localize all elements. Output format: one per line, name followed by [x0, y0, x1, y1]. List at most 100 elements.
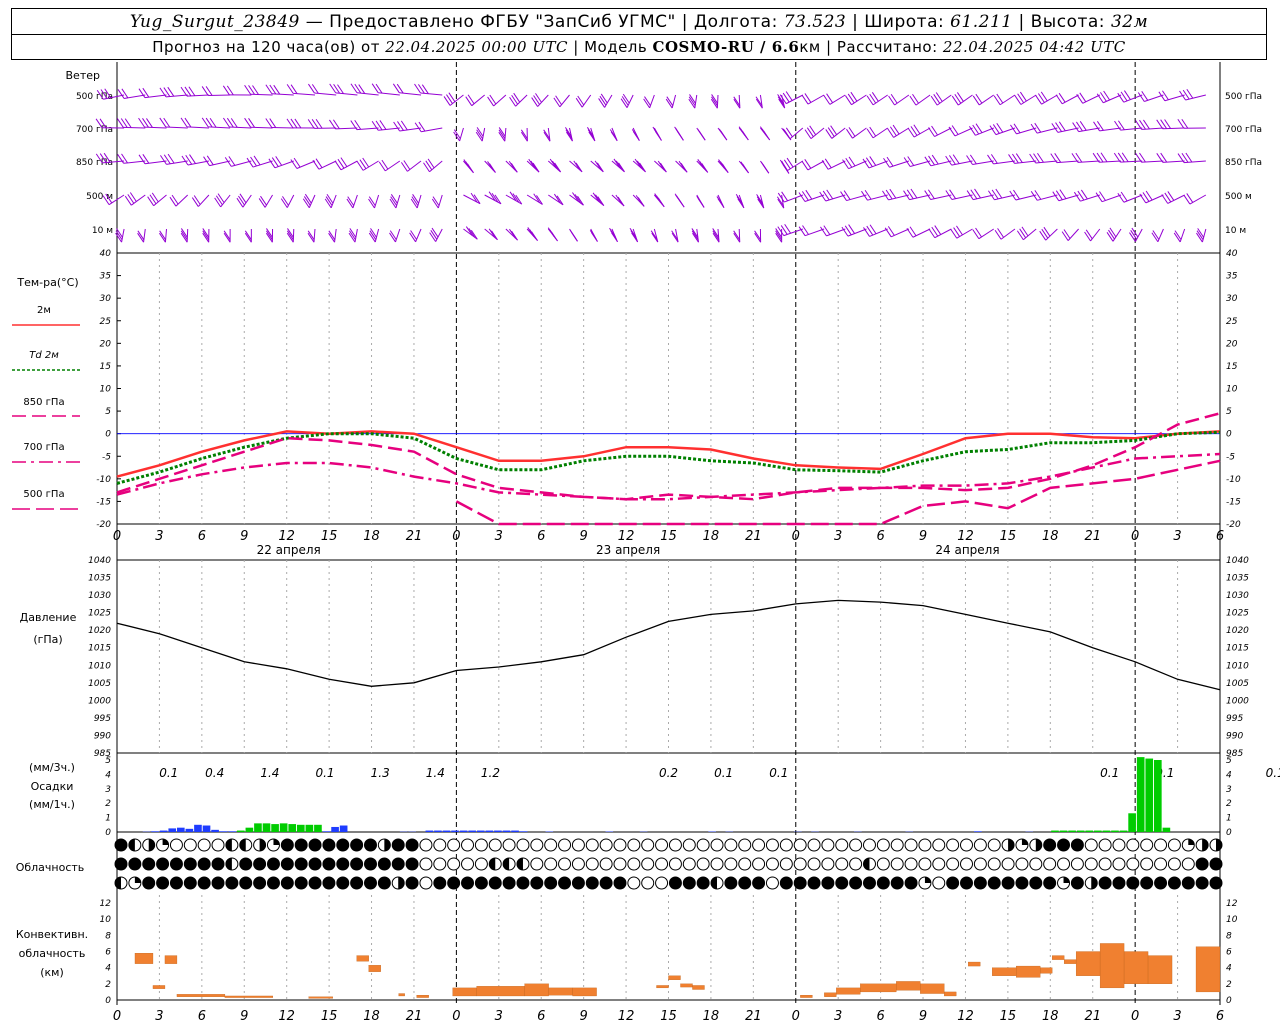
cloud-symbol: [1043, 876, 1057, 890]
wind-barb: [429, 227, 443, 242]
cloud-symbol: [142, 838, 156, 852]
pressure-tick-left: 1040: [88, 556, 111, 566]
wind-barb: [526, 158, 540, 173]
barb-flag: [392, 83, 400, 94]
barb-flag: [1123, 90, 1131, 100]
pressure-tick-right: 1025: [1226, 609, 1249, 619]
wind-level-label-right: 500 м: [1225, 192, 1252, 202]
cloud-circle: [1154, 838, 1168, 852]
wind-barb: [820, 225, 846, 237]
barb-flag: [491, 230, 498, 241]
hour-tick-conv: 3: [834, 1009, 842, 1024]
barb-flag: [596, 162, 604, 173]
barb-flag: [903, 190, 910, 200]
barb-staff: [831, 127, 846, 139]
barb-flag: [286, 232, 294, 243]
barb-staff: [872, 94, 888, 106]
wind-barb: [863, 224, 888, 237]
cloud-circle: [710, 838, 724, 852]
barb-flag: [489, 94, 497, 105]
wind-barb: [308, 83, 337, 96]
wind-barb: [779, 91, 804, 105]
barb-flag: [431, 227, 439, 238]
precip-bar-blue: [339, 825, 348, 832]
barb-flag: [701, 163, 709, 173]
barb-staff: [694, 94, 698, 109]
cloud-symbol: [433, 876, 447, 890]
barb-flag: [636, 160, 644, 171]
barb-staff: [1103, 94, 1122, 104]
cloud-circle: [1195, 857, 1209, 871]
wind-barb: [1183, 193, 1207, 205]
barb-staff: [581, 94, 592, 108]
precip-bar-green: [288, 824, 297, 832]
barb-flag: [994, 229, 1002, 240]
wind-barb: [400, 160, 422, 172]
barb-flag: [783, 159, 791, 170]
cloud-symbol: [169, 838, 183, 852]
cloud-circle: [765, 876, 779, 890]
temp-tick-left: 20: [100, 339, 112, 349]
wind-barb: [169, 194, 189, 207]
barb-flag: [680, 162, 688, 173]
barb-flag: [116, 228, 123, 238]
cloud-circle: [946, 857, 960, 871]
cloud-symbol: [142, 876, 156, 890]
cloud-symbol: [960, 838, 974, 852]
calc-label: | Рассчитано:: [820, 38, 943, 56]
barb-flag: [588, 131, 596, 142]
wind-barb: [102, 193, 125, 206]
wind-barb: [431, 194, 443, 209]
wind-barb: [1009, 189, 1037, 201]
barb-flag: [371, 120, 379, 131]
cloud-half: [1216, 839, 1222, 851]
temp-tick-left: 40: [100, 249, 112, 259]
cloud-circle: [1140, 857, 1154, 871]
barb-flag: [848, 156, 856, 167]
cloud-circle: [932, 857, 946, 871]
barb-staff: [415, 228, 422, 242]
wind-barb: [842, 156, 867, 170]
barb-flag: [476, 127, 484, 137]
barb-flag: [1073, 191, 1081, 202]
cloud-circle: [183, 857, 197, 871]
precip-bar-blue: [185, 828, 194, 832]
cloud-circle: [876, 876, 890, 890]
cloud-circle: [1112, 876, 1126, 890]
cloud-circle: [655, 838, 669, 852]
conv-bar: [224, 995, 274, 998]
cloud-quarter: [273, 839, 280, 845]
barb-flag: [718, 128, 726, 139]
barb-staff: [934, 228, 952, 239]
wind-barb: [463, 192, 481, 205]
hour-tick-temp: 3: [155, 529, 163, 544]
barb-flag: [269, 118, 277, 128]
barb-flag: [1143, 119, 1150, 130]
cloud-title: Облачность: [16, 861, 85, 874]
barb-flag: [1080, 189, 1088, 200]
barb-flag: [737, 198, 745, 209]
barb-flag: [972, 124, 980, 135]
temp-tick-right: -15: [1226, 497, 1241, 507]
wind-barb: [590, 160, 604, 173]
barb-flag: [840, 191, 847, 201]
cloud-symbol: [266, 876, 280, 890]
cloud-circle: [571, 857, 585, 871]
cloud-circle: [904, 838, 918, 852]
barb-flag: [271, 157, 279, 167]
pressure-tick-left: 1005: [88, 679, 111, 689]
wind-barb: [841, 224, 867, 237]
wind-barb: [643, 94, 655, 109]
wind-barb: [994, 228, 1016, 240]
temp-tick-left: 5: [105, 407, 111, 417]
barb-staff: [378, 92, 400, 96]
wind-barb: [710, 94, 719, 109]
cloud-symbol: [890, 838, 904, 852]
barb-flag: [1021, 226, 1029, 237]
barb-staff: [1123, 94, 1143, 103]
barb-flag: [1071, 153, 1079, 163]
cloud-symbol: [558, 838, 572, 852]
barb-staff: [505, 228, 518, 241]
barb-flag: [530, 160, 538, 171]
barb-flag: [142, 118, 149, 128]
